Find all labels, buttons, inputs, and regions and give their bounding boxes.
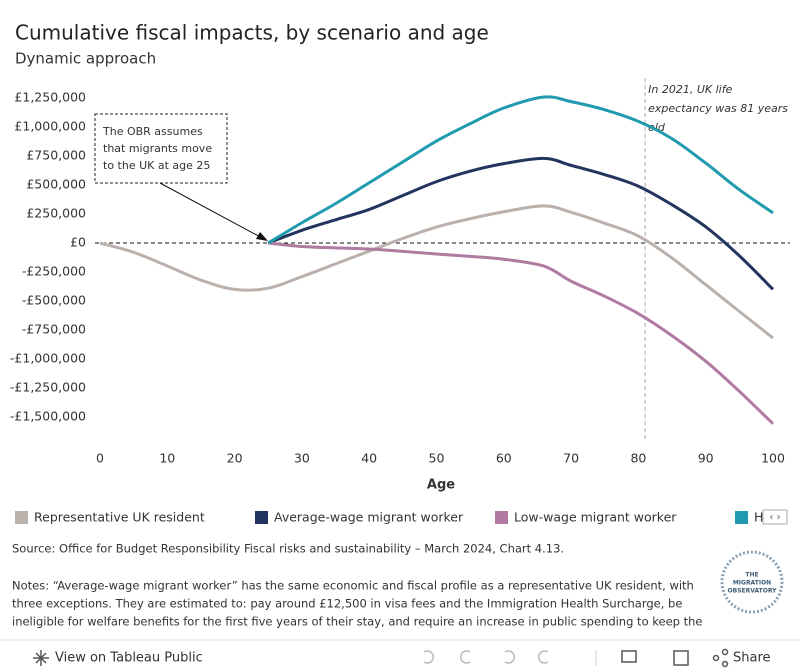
source-text: Source: Office for Budget Responsibility… — [12, 542, 564, 556]
reference-note: In 2021, UK life — [648, 83, 732, 96]
toolbar-buttons[interactable] — [423, 648, 729, 668]
x-tick-label: 10 — [159, 451, 175, 466]
reference-note: expectancy was 81 years — [648, 102, 788, 115]
notes-text: three exceptions. They are estimated to:… — [12, 597, 682, 611]
y-tick-label: -£500,000 — [22, 292, 86, 307]
logo-text: THE — [745, 572, 758, 579]
view-on-tableau[interactable]: View on Tableau Public — [55, 651, 203, 666]
x-tick-label: 50 — [429, 451, 445, 466]
logo-text: MIGRATION — [733, 580, 771, 587]
share-button[interactable]: Share — [733, 651, 771, 666]
series-line — [268, 241, 775, 425]
x-axis-title: Age — [427, 478, 455, 493]
y-tick-label: -£250,000 — [22, 263, 86, 278]
x-tick-label: 0 — [96, 451, 104, 466]
reference-note: old — [648, 121, 666, 134]
y-tick-label: £1,000,000 — [14, 119, 86, 134]
callout-text: to the UK at age 25 — [103, 159, 210, 172]
tableau-icon[interactable] — [33, 650, 49, 666]
y-tick-label: -£1,250,000 — [10, 379, 86, 394]
legend-label: Representative UK resident — [34, 510, 205, 525]
y-tick-label: £750,000 — [26, 148, 86, 163]
legend-swatch — [495, 511, 508, 524]
toolbar — [0, 640, 800, 671]
y-tick-label: £0 — [70, 235, 86, 250]
notes-text: ineligible for welfare benefits for the … — [12, 615, 702, 629]
chart-title: Cumulative fiscal impacts, by scenario a… — [15, 21, 489, 45]
y-tick-label: -£750,000 — [22, 321, 86, 336]
y-tick-label: £500,000 — [26, 177, 86, 192]
x-tick-label: 80 — [630, 451, 646, 466]
x-tick-label: 40 — [361, 451, 377, 466]
series-line — [99, 204, 774, 340]
y-tick-label: £250,000 — [26, 206, 86, 221]
x-tick-label: 60 — [496, 451, 512, 466]
legend-label: H — [754, 510, 763, 525]
x-tick-label: 30 — [294, 451, 310, 466]
x-tick-label: 100 — [761, 451, 785, 466]
y-tick-label: -£1,500,000 — [10, 408, 86, 423]
y-tick-label: -£1,000,000 — [10, 350, 86, 365]
legend-label: Low-wage migrant worker — [514, 510, 677, 525]
legend-scroll[interactable] — [762, 509, 788, 525]
chart-subtitle: Dynamic approach — [15, 50, 156, 68]
callout-text: The OBR assumes — [102, 125, 203, 138]
logo-ring — [720, 550, 784, 614]
callout-box — [94, 113, 228, 184]
notes-text: Notes: “Average-wage migrant worker” has… — [12, 579, 694, 593]
x-tick-label: 90 — [698, 451, 714, 466]
legend-label: Average-wage migrant worker — [274, 510, 464, 525]
series-line — [267, 95, 774, 245]
logo-text: OBSERVATORY — [728, 588, 778, 595]
legend-swatch — [15, 511, 28, 524]
callout-arrowhead — [256, 232, 268, 241]
y-tick-label: £1,250,000 — [14, 90, 86, 105]
series-line — [267, 156, 775, 291]
legend-scroll-arrows: ‹ › — [769, 512, 780, 523]
legend-swatch — [735, 511, 748, 524]
x-tick-label: 70 — [563, 451, 579, 466]
x-tick-label: 20 — [227, 451, 243, 466]
legend-swatch — [255, 511, 268, 524]
callout-arrow — [159, 182, 265, 240]
callout-text: that migrants move — [103, 142, 212, 155]
